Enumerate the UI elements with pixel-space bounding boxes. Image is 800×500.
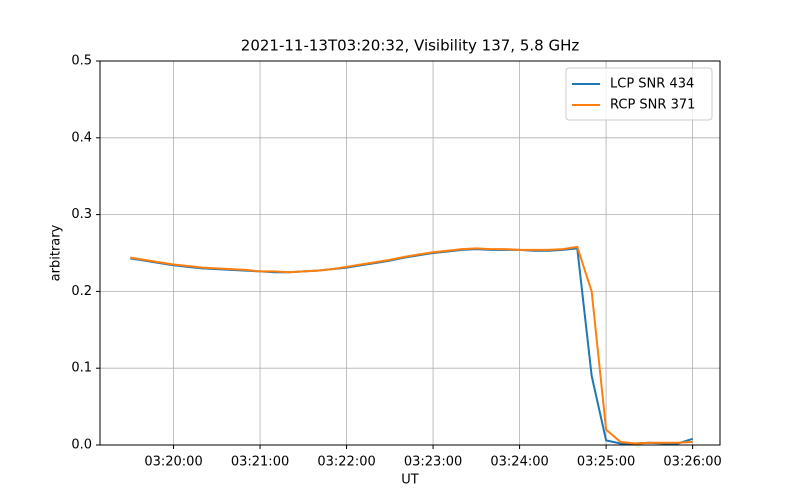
y-tick-label: 0.3 xyxy=(71,207,92,222)
x-tick-label: 03:21:00 xyxy=(231,455,289,470)
plot-frame xyxy=(99,60,721,446)
x-tick-label: 03:20:00 xyxy=(144,455,202,470)
x-axis-label: UT xyxy=(401,473,419,488)
legend-label: LCP SNR 434 xyxy=(610,77,694,92)
legend-label: RCP SNR 371 xyxy=(610,98,695,113)
y-tick-label: 0.0 xyxy=(71,438,92,453)
x-tick-label: 03:24:00 xyxy=(490,455,548,470)
y-tick-label: 0.5 xyxy=(71,54,92,69)
y-tick-label: 0.4 xyxy=(71,130,92,145)
y-axis-label: arbitrary xyxy=(49,224,64,281)
legend-box xyxy=(565,67,713,121)
x-tick-label: 03:26:00 xyxy=(663,455,721,470)
x-tick-label: 03:22:00 xyxy=(317,455,375,470)
legend: LCP SNR 434 RCP SNR 371 xyxy=(565,67,713,121)
x-tick-label: 03:23:00 xyxy=(404,455,462,470)
x-tick-label: 03:25:00 xyxy=(577,455,635,470)
data-line xyxy=(130,245,693,445)
y-tick-label: 0.2 xyxy=(71,284,92,299)
y-tick-label: 0.1 xyxy=(71,361,92,376)
chart-title: 2021-11-13T03:20:32, Visibility 137, 5.8… xyxy=(241,37,580,55)
